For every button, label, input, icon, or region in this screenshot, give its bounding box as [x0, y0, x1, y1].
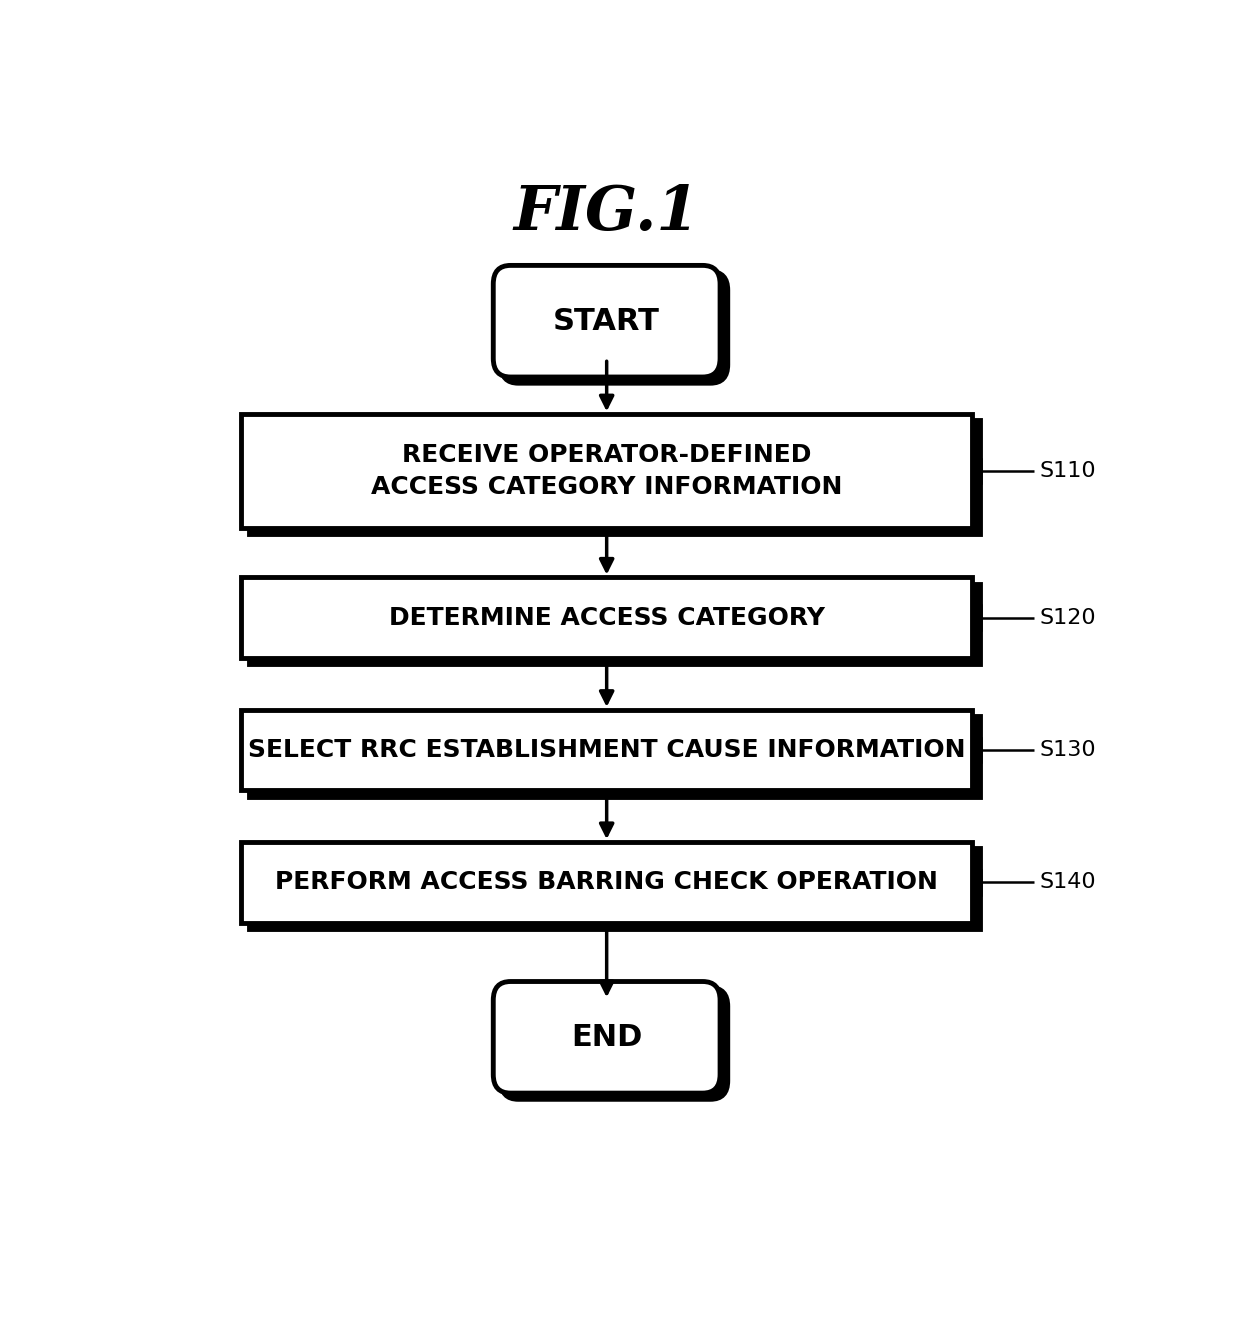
- Text: DETERMINE ACCESS CATEGORY: DETERMINE ACCESS CATEGORY: [388, 605, 825, 629]
- Text: S140: S140: [1039, 872, 1096, 892]
- FancyBboxPatch shape: [501, 988, 728, 1099]
- Text: S110: S110: [1039, 462, 1096, 480]
- Bar: [242, 841, 972, 922]
- Bar: [249, 848, 980, 929]
- Text: START: START: [553, 307, 660, 336]
- Bar: [242, 710, 972, 790]
- Bar: [242, 415, 972, 527]
- FancyBboxPatch shape: [494, 981, 720, 1094]
- Text: PERFORM ACCESS BARRING CHECK OPERATION: PERFORM ACCESS BARRING CHECK OPERATION: [275, 871, 939, 894]
- Bar: [249, 584, 980, 664]
- Bar: [249, 420, 980, 534]
- Text: END: END: [570, 1023, 642, 1052]
- Text: FIG.1: FIG.1: [513, 183, 699, 243]
- Bar: [249, 715, 980, 797]
- FancyBboxPatch shape: [501, 271, 728, 384]
- Text: RECEIVE OPERATOR-DEFINED
ACCESS CATEGORY INFORMATION: RECEIVE OPERATOR-DEFINED ACCESS CATEGORY…: [371, 443, 842, 499]
- Bar: [242, 577, 972, 658]
- Text: SELECT RRC ESTABLISHMENT CAUSE INFORMATION: SELECT RRC ESTABLISHMENT CAUSE INFORMATI…: [248, 738, 966, 762]
- FancyBboxPatch shape: [494, 266, 720, 377]
- Text: S130: S130: [1039, 739, 1096, 760]
- Text: S120: S120: [1039, 608, 1096, 628]
